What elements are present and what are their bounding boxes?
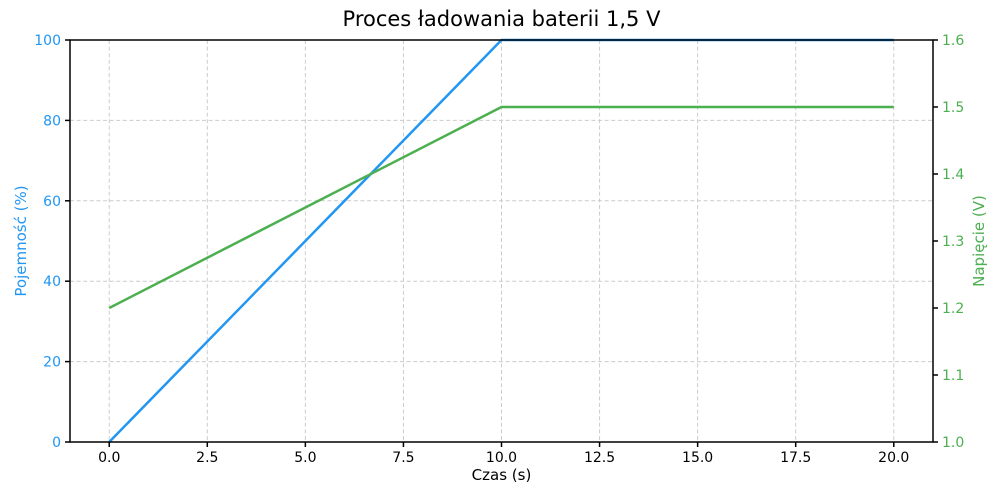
x-axis-label: Czas (s) xyxy=(471,466,532,484)
x-tick-label: 2.5 xyxy=(196,450,218,466)
left-tick-label: 0 xyxy=(52,435,61,451)
left-tick-label: 40 xyxy=(43,274,61,290)
x-tick-label: 17.5 xyxy=(780,450,811,466)
left-tick-label: 20 xyxy=(43,355,61,371)
right-tick-label: 1.1 xyxy=(942,368,964,384)
x-tick-label: 7.5 xyxy=(392,450,414,466)
right-tick-label: 1.2 xyxy=(942,301,964,317)
x-tick-label: 5.0 xyxy=(294,450,316,466)
chart-title: Proces ładowania baterii 1,5 V xyxy=(342,7,661,31)
left-tick-label: 100 xyxy=(34,33,61,49)
x-tick-label: 10.0 xyxy=(486,450,517,466)
voltage-line xyxy=(108,105,894,310)
left-axis-label: Pojemność (%) xyxy=(12,185,30,297)
right-tick-label: 1.3 xyxy=(942,234,964,250)
x-tick-label: 20.0 xyxy=(878,450,909,466)
right-axis-label: Napięcie (V) xyxy=(970,195,988,287)
x-tick-label: 0.0 xyxy=(98,450,120,466)
right-tick-label: 1.0 xyxy=(942,435,964,451)
x-tick-label: 12.5 xyxy=(584,450,615,466)
right-tick-label: 1.6 xyxy=(942,33,964,49)
left-tick-label: 60 xyxy=(43,194,61,210)
right-tick-label: 1.5 xyxy=(942,100,964,116)
left-tick-label: 80 xyxy=(43,113,61,129)
x-tick-label: 15.0 xyxy=(682,450,713,466)
right-tick-label: 1.4 xyxy=(942,167,964,183)
